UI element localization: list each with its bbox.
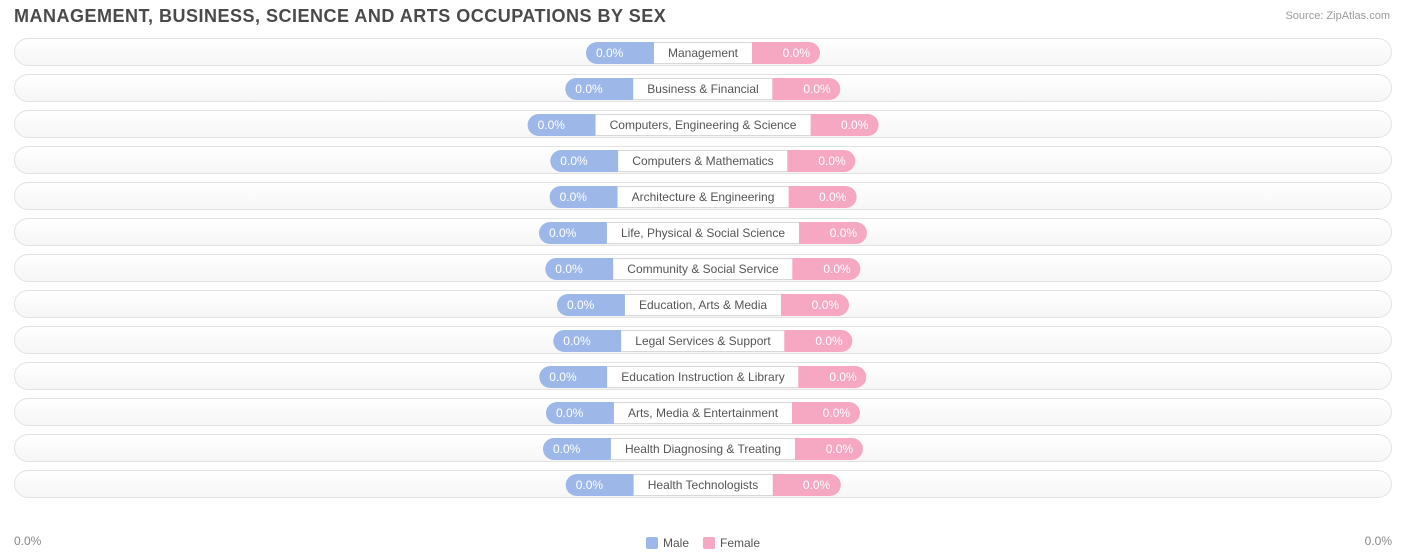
bar-male: 0.0% xyxy=(528,114,596,136)
bar-pair: 0.0%Community & Social Service0.0% xyxy=(545,258,860,280)
legend-label-female: Female xyxy=(720,536,760,550)
bar-male: 0.0% xyxy=(546,402,614,424)
bar-female: 0.0% xyxy=(752,42,820,64)
bar-category-label: Health Diagnosing & Treating xyxy=(611,438,795,460)
bar-category-label: Arts, Media & Entertainment xyxy=(614,402,792,424)
bar-category-label: Legal Services & Support xyxy=(621,330,784,352)
bar-female: 0.0% xyxy=(785,330,853,352)
bar-pair: 0.0%Management0.0% xyxy=(586,42,820,64)
bar-pair: 0.0%Life, Physical & Social Science0.0% xyxy=(539,222,867,244)
bar-female: 0.0% xyxy=(799,222,867,244)
legend-swatch-male xyxy=(646,537,658,549)
chart-row: 0.0%Health Technologists0.0% xyxy=(14,470,1392,498)
bar-male: 0.0% xyxy=(557,294,625,316)
bar-male: 0.0% xyxy=(543,438,611,460)
bar-male: 0.0% xyxy=(566,474,634,496)
bar-pair: 0.0%Education Instruction & Library0.0% xyxy=(539,366,866,388)
bar-pair: 0.0%Architecture & Engineering0.0% xyxy=(550,186,857,208)
bar-category-label: Education Instruction & Library xyxy=(607,366,798,388)
bar-pair: 0.0%Health Diagnosing & Treating0.0% xyxy=(543,438,863,460)
bar-male: 0.0% xyxy=(545,258,613,280)
bar-pair: 0.0%Arts, Media & Entertainment0.0% xyxy=(546,402,860,424)
bar-category-label: Life, Physical & Social Science xyxy=(607,222,799,244)
bar-female: 0.0% xyxy=(788,150,856,172)
bar-male: 0.0% xyxy=(550,186,618,208)
bar-pair: 0.0%Legal Services & Support0.0% xyxy=(553,330,852,352)
bar-female: 0.0% xyxy=(799,366,867,388)
bar-male: 0.0% xyxy=(550,150,618,172)
source-attribution: Source: ZipAtlas.com xyxy=(1285,10,1390,22)
axis-label-left: 0.0% xyxy=(14,534,41,548)
bar-male: 0.0% xyxy=(539,366,607,388)
legend-item-male: Male xyxy=(646,536,689,550)
chart-row: 0.0%Legal Services & Support0.0% xyxy=(14,326,1392,354)
bar-category-label: Business & Financial xyxy=(633,78,772,100)
chart-row: 0.0%Computers & Mathematics0.0% xyxy=(14,146,1392,174)
chart-row: 0.0%Life, Physical & Social Science0.0% xyxy=(14,218,1392,246)
bar-male: 0.0% xyxy=(565,78,633,100)
bar-category-label: Computers, Engineering & Science xyxy=(596,114,811,136)
chart-row: 0.0%Community & Social Service0.0% xyxy=(14,254,1392,282)
chart-row: 0.0%Arts, Media & Entertainment0.0% xyxy=(14,398,1392,426)
legend-label-male: Male xyxy=(663,536,689,550)
chart-row: 0.0%Business & Financial0.0% xyxy=(14,74,1392,102)
bar-female: 0.0% xyxy=(810,114,878,136)
bar-category-label: Management xyxy=(654,42,752,64)
chart-row: 0.0%Architecture & Engineering0.0% xyxy=(14,182,1392,210)
bar-female: 0.0% xyxy=(792,402,860,424)
bar-pair: 0.0%Computers & Mathematics0.0% xyxy=(550,150,855,172)
bar-category-label: Computers & Mathematics xyxy=(618,150,787,172)
bar-pair: 0.0%Health Technologists0.0% xyxy=(566,474,841,496)
bar-male: 0.0% xyxy=(586,42,654,64)
bar-female: 0.0% xyxy=(781,294,849,316)
bar-category-label: Community & Social Service xyxy=(613,258,792,280)
chart-row: 0.0%Health Diagnosing & Treating0.0% xyxy=(14,434,1392,462)
bar-male: 0.0% xyxy=(553,330,621,352)
bar-pair: 0.0%Business & Financial0.0% xyxy=(565,78,840,100)
bar-pair: 0.0%Computers, Engineering & Science0.0% xyxy=(528,114,879,136)
bar-pair: 0.0%Education, Arts & Media0.0% xyxy=(557,294,849,316)
bar-female: 0.0% xyxy=(773,78,841,100)
legend-item-female: Female xyxy=(703,536,760,550)
chart-row: 0.0%Computers, Engineering & Science0.0% xyxy=(14,110,1392,138)
chart-title: MANAGEMENT, BUSINESS, SCIENCE AND ARTS O… xyxy=(14,6,666,27)
legend: Male Female xyxy=(646,536,760,550)
bar-female: 0.0% xyxy=(772,474,840,496)
bar-female: 0.0% xyxy=(788,186,856,208)
chart-row: 0.0%Management0.0% xyxy=(14,38,1392,66)
bar-category-label: Education, Arts & Media xyxy=(625,294,781,316)
legend-swatch-female xyxy=(703,537,715,549)
bar-category-label: Architecture & Engineering xyxy=(618,186,789,208)
chart-row: 0.0%Education Instruction & Library0.0% xyxy=(14,362,1392,390)
chart-row: 0.0%Education, Arts & Media0.0% xyxy=(14,290,1392,318)
chart-area: 0.0%Management0.0%0.0%Business & Financi… xyxy=(14,38,1392,528)
bar-male: 0.0% xyxy=(539,222,607,244)
bar-category-label: Health Technologists xyxy=(634,474,773,496)
axis-label-right: 0.0% xyxy=(1365,534,1392,548)
bar-female: 0.0% xyxy=(795,438,863,460)
bar-female: 0.0% xyxy=(793,258,861,280)
